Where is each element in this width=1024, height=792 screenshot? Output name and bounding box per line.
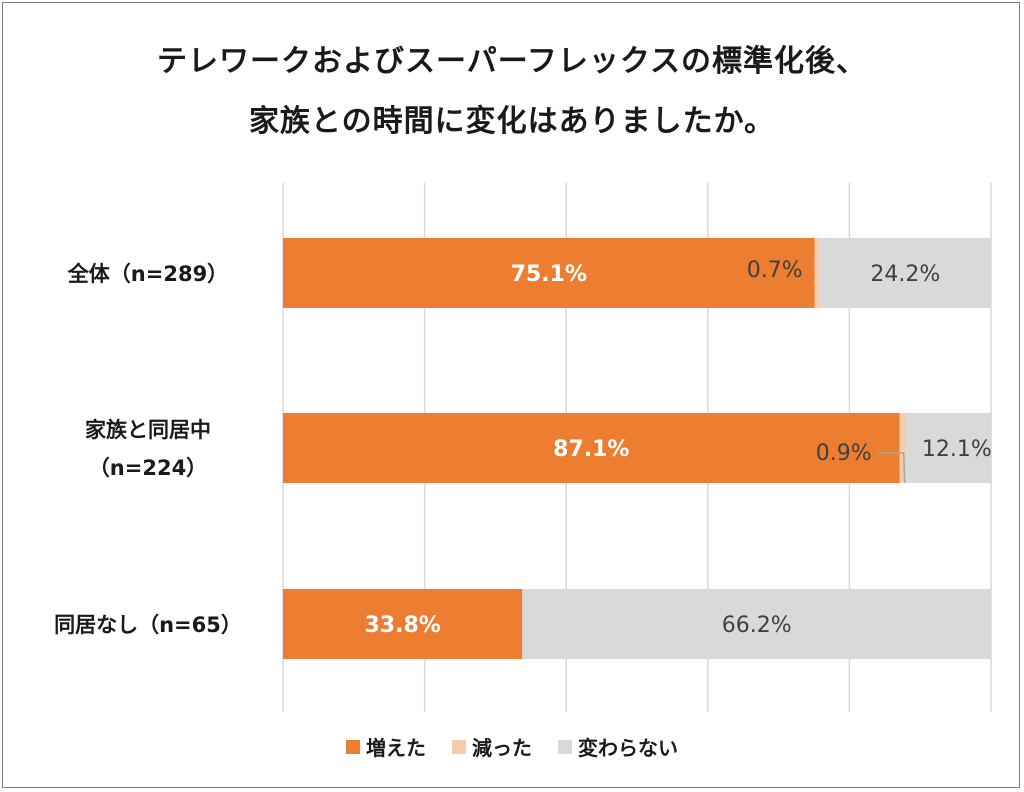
legend-swatch	[452, 739, 466, 754]
leader-line	[902, 452, 906, 484]
legend-swatch	[346, 739, 360, 754]
data-label: 75.1%	[511, 262, 587, 287]
bar-segment	[522, 589, 991, 659]
chart-legend: 増えた 減った 変わらない	[0, 732, 1024, 761]
data-label: 0.7%	[747, 258, 803, 283]
chart-subtitle: 家族との時間に変化はありましたか。	[248, 104, 776, 139]
legend-entry: 減った	[452, 732, 532, 761]
category-label: 家族と同居中	[85, 418, 211, 442]
legend-label: 減った	[472, 736, 532, 760]
legend-label: 変わらない	[578, 736, 678, 760]
category-label: 全体（n=289）	[67, 262, 228, 286]
legend-entry: 変わらない	[558, 732, 678, 761]
bar-segment	[283, 413, 900, 483]
chart-title: テレワークおよびスーパーフレックスの標準化後、	[157, 44, 867, 79]
bar-segment	[814, 238, 820, 308]
data-label: 24.2%	[870, 262, 940, 287]
legend-label: 増えた	[366, 736, 426, 760]
category-label: 同居なし（n=65）	[54, 613, 242, 637]
legend-entry: 増えた	[346, 732, 426, 761]
data-label: 66.2%	[722, 613, 792, 638]
data-label: 33.8%	[364, 613, 440, 638]
bar-segment	[819, 238, 991, 308]
bar-segment	[283, 238, 815, 308]
category-label: （n=224）	[89, 456, 207, 480]
bar-segment	[283, 589, 523, 659]
bar-segment	[899, 413, 907, 483]
data-label: 0.9%	[816, 441, 872, 466]
bar-segment	[906, 413, 992, 483]
data-label: 87.1%	[553, 437, 629, 462]
data-label: 12.1%	[922, 437, 992, 462]
legend-swatch	[558, 739, 572, 754]
